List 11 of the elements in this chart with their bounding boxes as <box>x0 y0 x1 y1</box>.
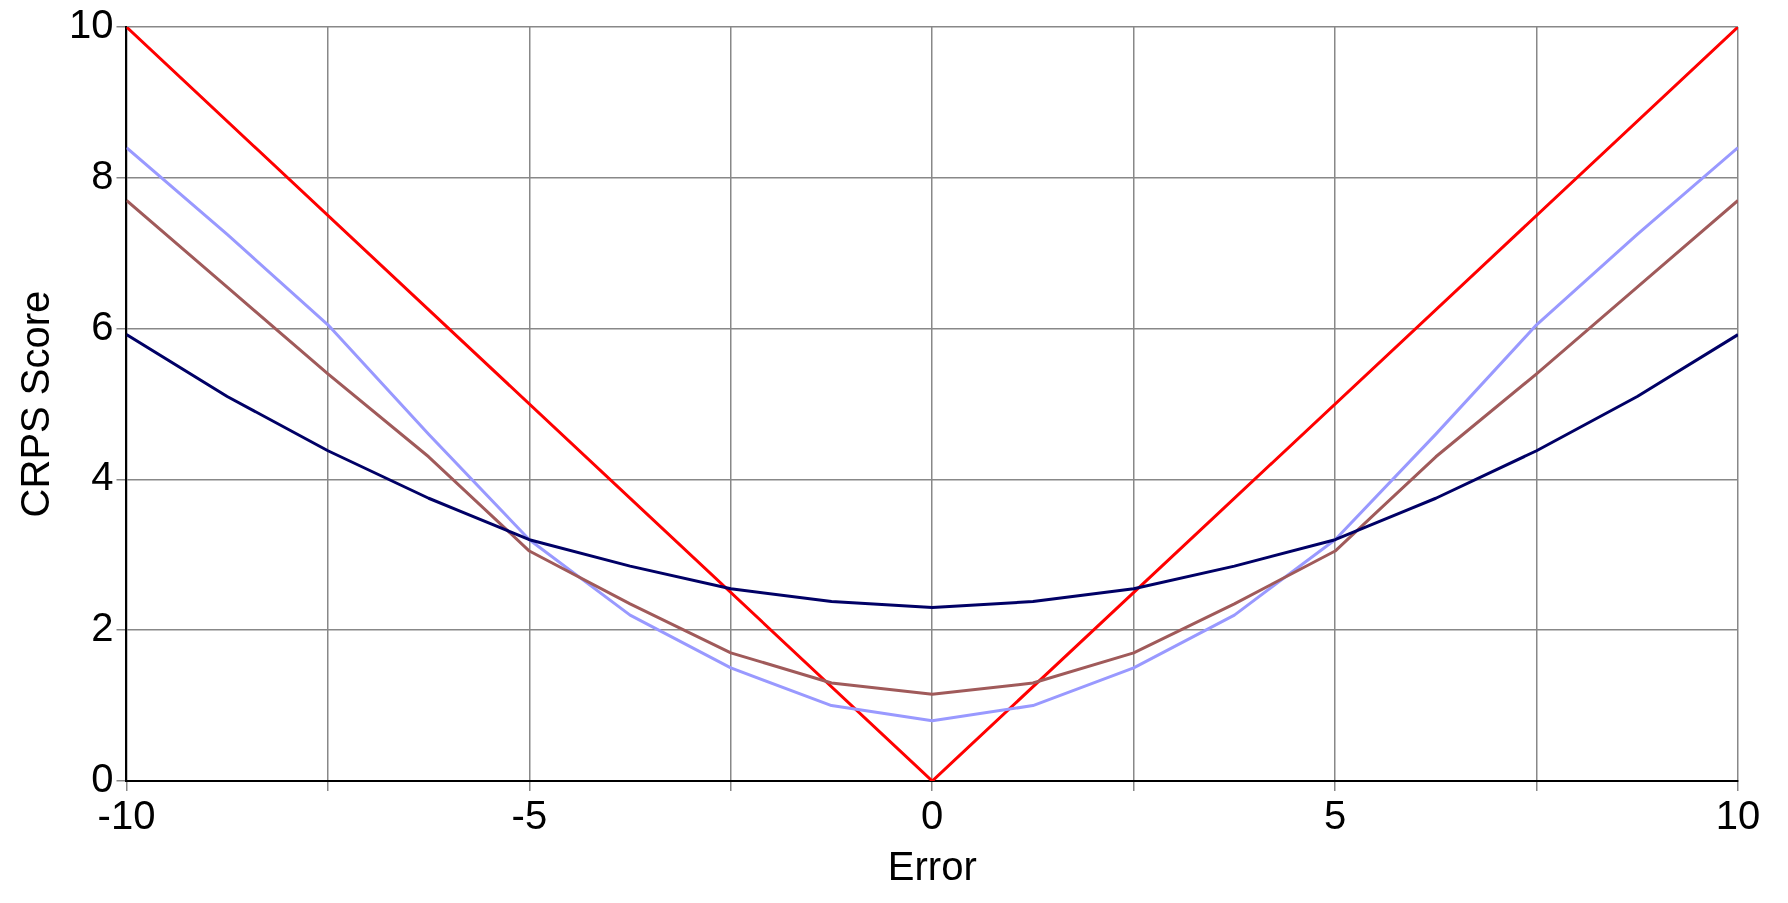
y-axis-title: CRPS Score <box>13 290 58 518</box>
x-tick-label: 10 <box>1715 793 1761 838</box>
x-tick-label: -5 <box>511 793 548 838</box>
y-tick-label: 2 <box>91 605 114 650</box>
y-tick-label: 6 <box>91 303 114 348</box>
y-tick-label: 8 <box>91 152 114 197</box>
y-tick-label: 4 <box>91 454 114 499</box>
x-tick-label: 5 <box>1324 793 1347 838</box>
y-tick-label: 10 <box>68 2 114 47</box>
x-axis-title: Error <box>887 844 977 889</box>
x-tick-label: 0 <box>921 793 944 838</box>
